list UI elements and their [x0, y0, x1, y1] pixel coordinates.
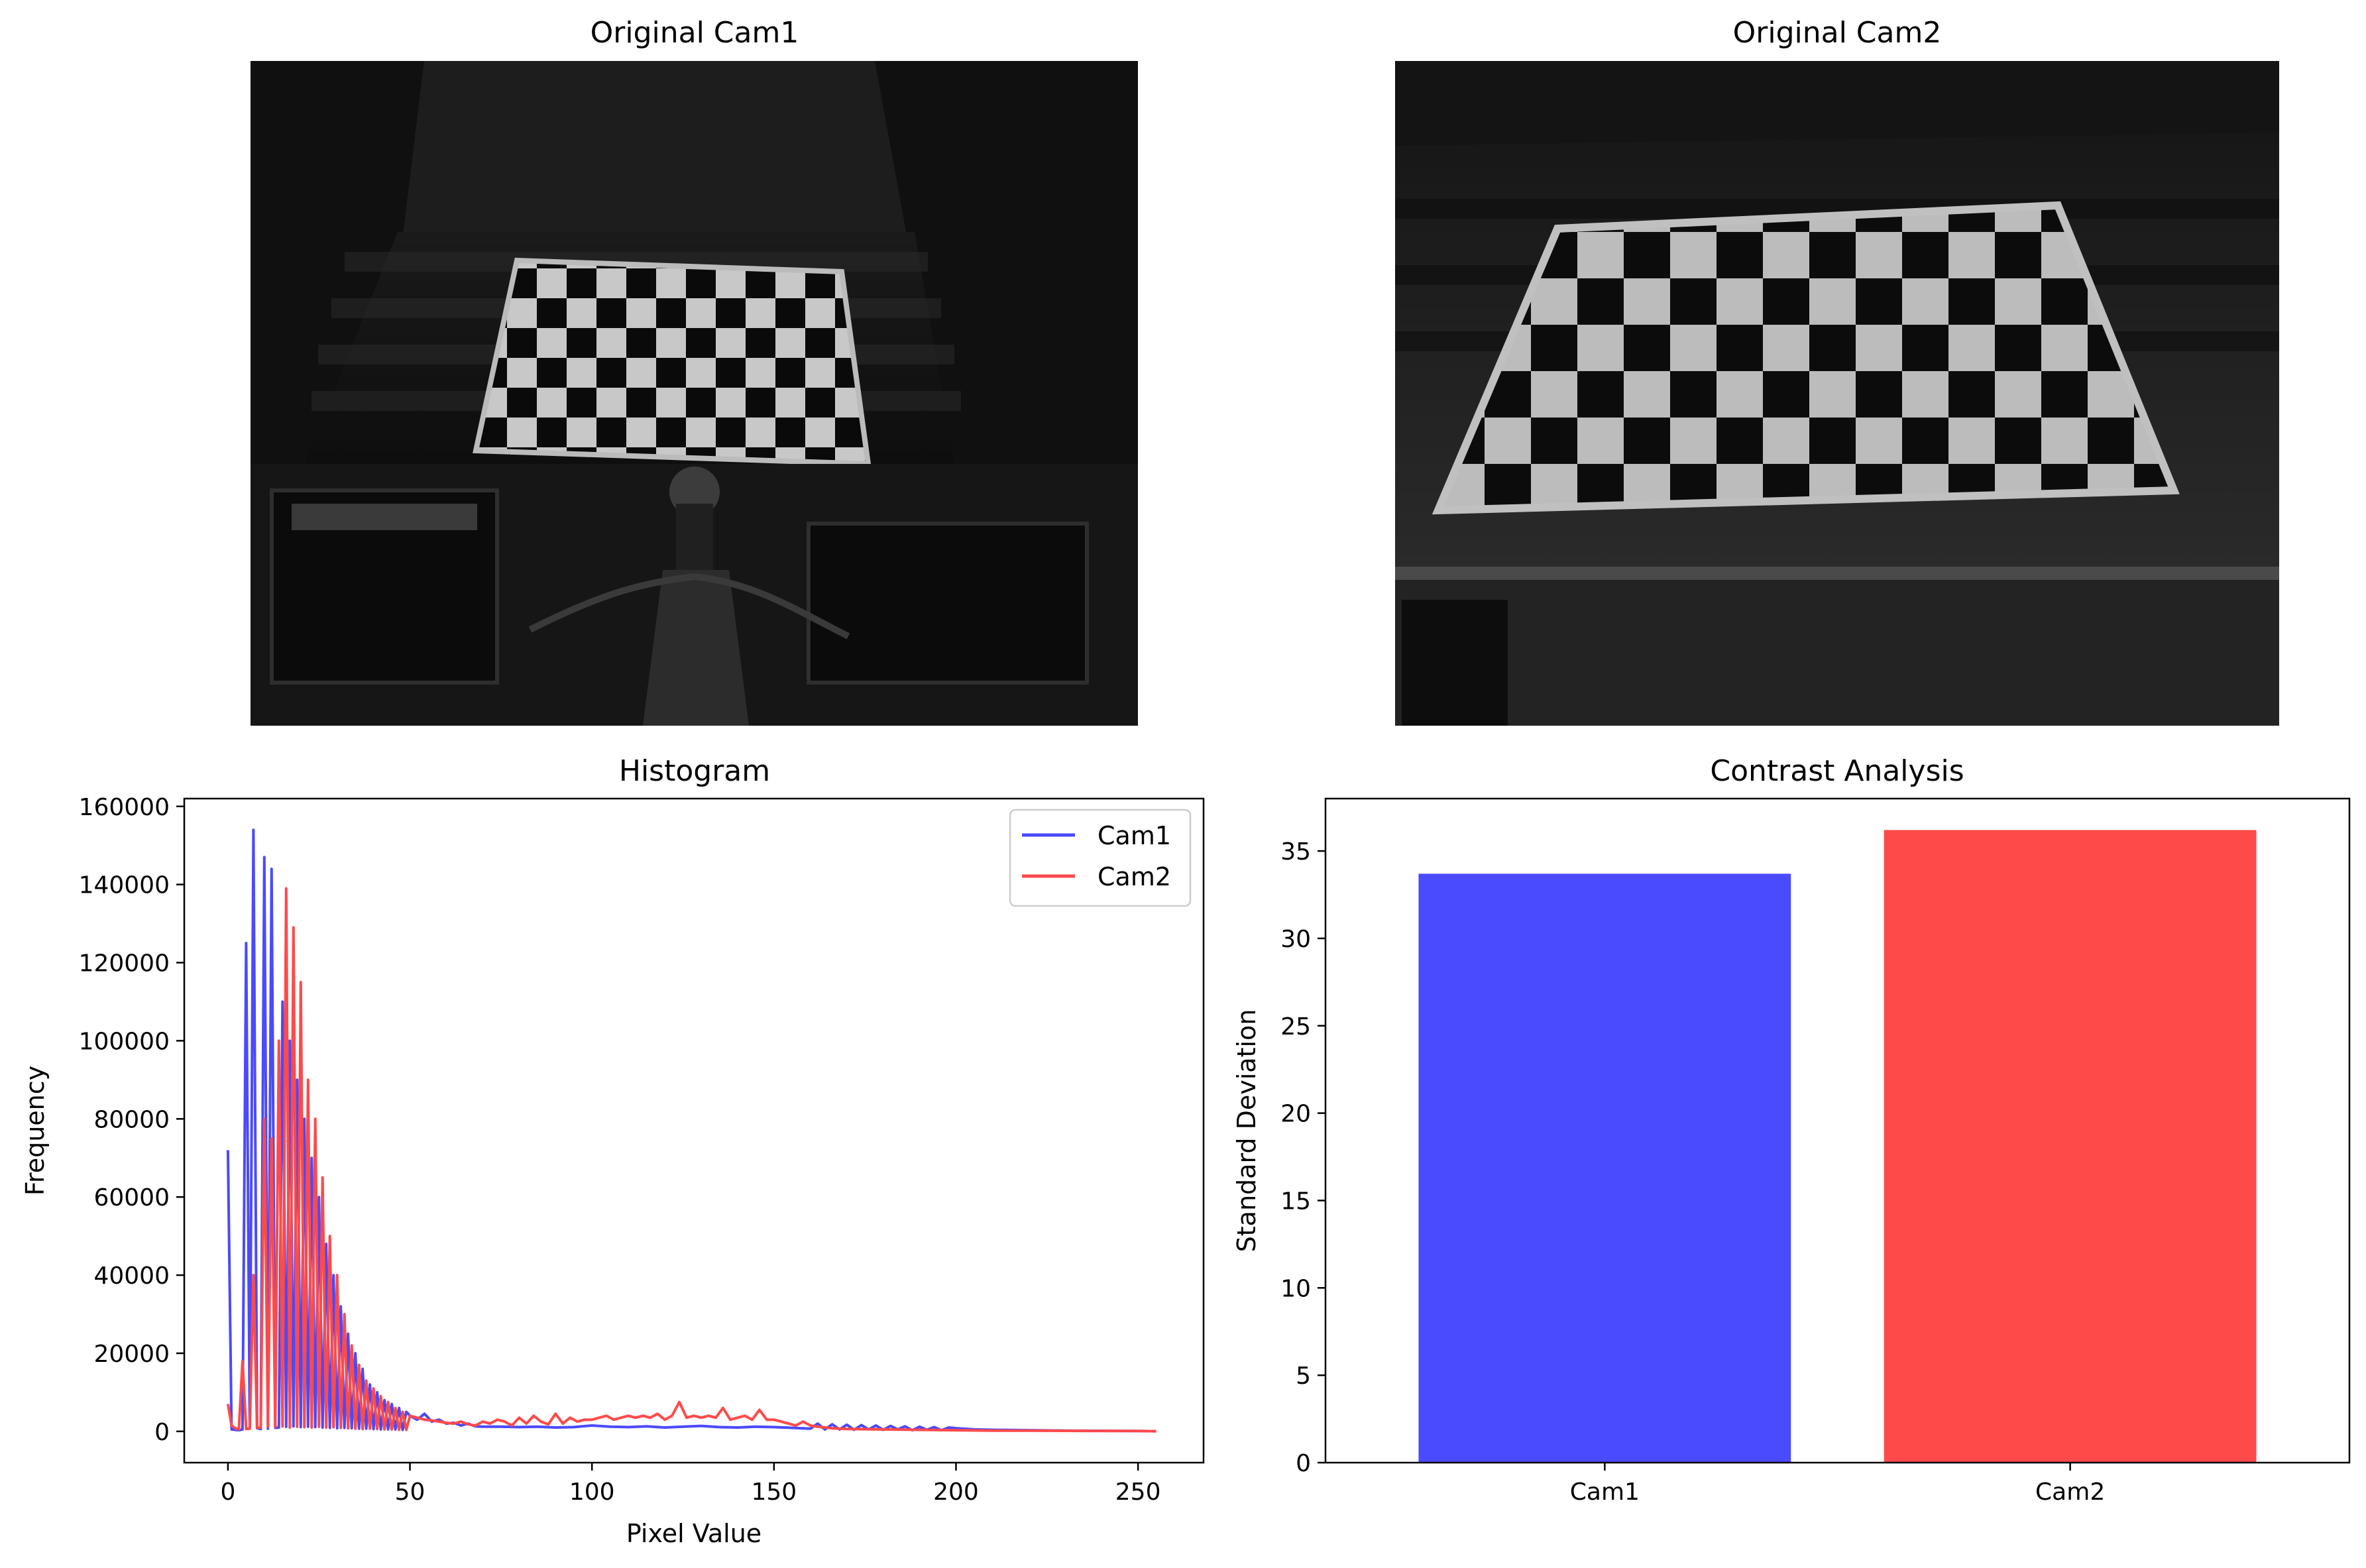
histogram-xlabel: Pixel Value: [626, 1519, 761, 1548]
y-tick-label: 10: [1280, 1275, 1311, 1302]
histogram-legend: Cam1 Cam2: [1010, 810, 1190, 906]
contrast-y-ticks: 0 5 10 15 20 25 30 35: [1280, 838, 1325, 1477]
x-tick-label: 150: [751, 1479, 797, 1506]
histogram-y-ticks: 0 20000 40000 60000 80000 100000 120000 140000 1…: [79, 794, 184, 1446]
x-tick-label: 0: [220, 1479, 235, 1506]
x-tick-label: Cam2: [2035, 1479, 2105, 1506]
histogram-plot-area: [228, 830, 1156, 1431]
histogram-ylabel: Frequency: [21, 1066, 50, 1196]
x-tick-label: Cam1: [1570, 1479, 1640, 1506]
y-tick-label: 5: [1296, 1363, 1311, 1390]
cam2-panel: Original Cam2: [1395, 16, 2279, 726]
y-tick-label: 100000: [79, 1028, 170, 1055]
y-tick-label: 25: [1280, 1013, 1311, 1040]
histogram-series-cam2: [228, 889, 1156, 1431]
y-tick-label: 30: [1280, 926, 1311, 953]
bar-cam2: [1884, 830, 2257, 1463]
contrast-plot-area: [1418, 830, 2256, 1463]
x-tick-label: 50: [395, 1479, 425, 1506]
histogram-series-cam1: [228, 830, 1156, 1431]
bar-cam1: [1418, 873, 1791, 1463]
contrast-x-ticks: Cam1 Cam2: [1570, 1463, 2105, 1506]
histogram-panel: Histogram 0 50 100 150 200 250 0 20000 40000 600…: [21, 754, 1204, 1548]
y-tick-label: 20000: [93, 1341, 170, 1368]
y-tick-label: 15: [1280, 1188, 1311, 1215]
y-tick-label: 40000: [93, 1262, 170, 1290]
y-tick-label: 35: [1280, 838, 1311, 866]
y-tick-label: 160000: [79, 794, 170, 821]
y-tick-label: 0: [154, 1419, 170, 1446]
histogram-x-ticks: 0 50 100 150 200 250: [220, 1463, 1160, 1506]
cam1-panel: Original Cam1: [251, 16, 1138, 726]
y-tick-label: 60000: [93, 1184, 170, 1211]
cam1-image: [251, 61, 1138, 726]
cam2-checkerboard: [1438, 205, 2174, 510]
y-tick-label: 80000: [93, 1106, 170, 1133]
cam2-title: Original Cam2: [1733, 16, 1942, 50]
y-tick-label: 140000: [79, 872, 170, 899]
cam2-image: [1395, 61, 2279, 726]
legend-label-cam1: Cam1: [1098, 821, 1171, 850]
contrast-title: Contrast Analysis: [1710, 754, 1964, 788]
cam1-title: Original Cam1: [591, 16, 799, 50]
x-tick-label: 200: [933, 1479, 979, 1506]
contrast-ylabel: Standard Deviation: [1232, 1009, 1261, 1253]
x-tick-label: 100: [569, 1479, 615, 1506]
histogram-title: Histogram: [619, 754, 770, 788]
cam1-checkerboard: [476, 260, 868, 464]
legend-label-cam2: Cam2: [1098, 862, 1171, 891]
y-tick-label: 20: [1280, 1101, 1311, 1128]
y-tick-label: 120000: [79, 950, 170, 978]
y-tick-label: 0: [1296, 1450, 1311, 1477]
x-tick-label: 250: [1115, 1479, 1161, 1506]
contrast-panel: Contrast Analysis Cam1 Cam2 0 5 10 15 20 25 30 3…: [1232, 754, 2349, 1506]
